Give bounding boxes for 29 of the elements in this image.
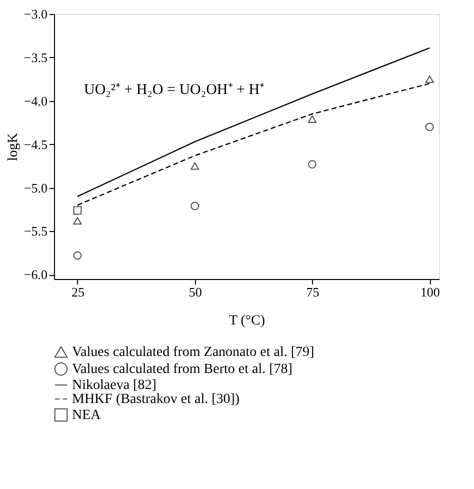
point [308,115,316,123]
legend-label: Values calculated from Zanonato et al. [79] [72,345,314,360]
legend-label: MHKF (Bastrakov et al. [30]) [72,392,240,407]
line-series [76,47,430,198]
legend-label: Nikolaeva [82] [72,378,156,393]
point [190,162,200,170]
y-tick-label: −5.5 [24,224,48,239]
point [308,160,316,169]
point [73,206,82,215]
y-tick-label: −3.0 [24,6,48,22]
y-tick-label: −3.5 [24,50,48,65]
point [425,122,434,132]
x-tick-label: 75 [306,284,320,300]
y-tick-label: −4.5 [24,136,48,152]
x-tick-label: 50 [188,284,202,300]
point [425,75,434,83]
legend-label: NEA [72,408,102,423]
point [73,217,82,224]
y-tick-label: −6.0 [24,267,48,282]
y-tick-label: −5.0 [24,180,48,196]
annotation: UO₂²⁺ + H₂O = UO₂OH⁺ + H⁺ [84,82,265,98]
x-tick-label: 100 [420,284,440,300]
x-axis-title: T (°C) [228,314,266,328]
point [73,251,82,260]
point [190,202,200,210]
y-axis-title: logK [6,133,21,161]
x-tick-label: 25 [71,284,84,300]
y-tick-label: −4.0 [24,93,48,108]
legend-label: Values calculated from Berto et al. [78] [72,362,292,377]
